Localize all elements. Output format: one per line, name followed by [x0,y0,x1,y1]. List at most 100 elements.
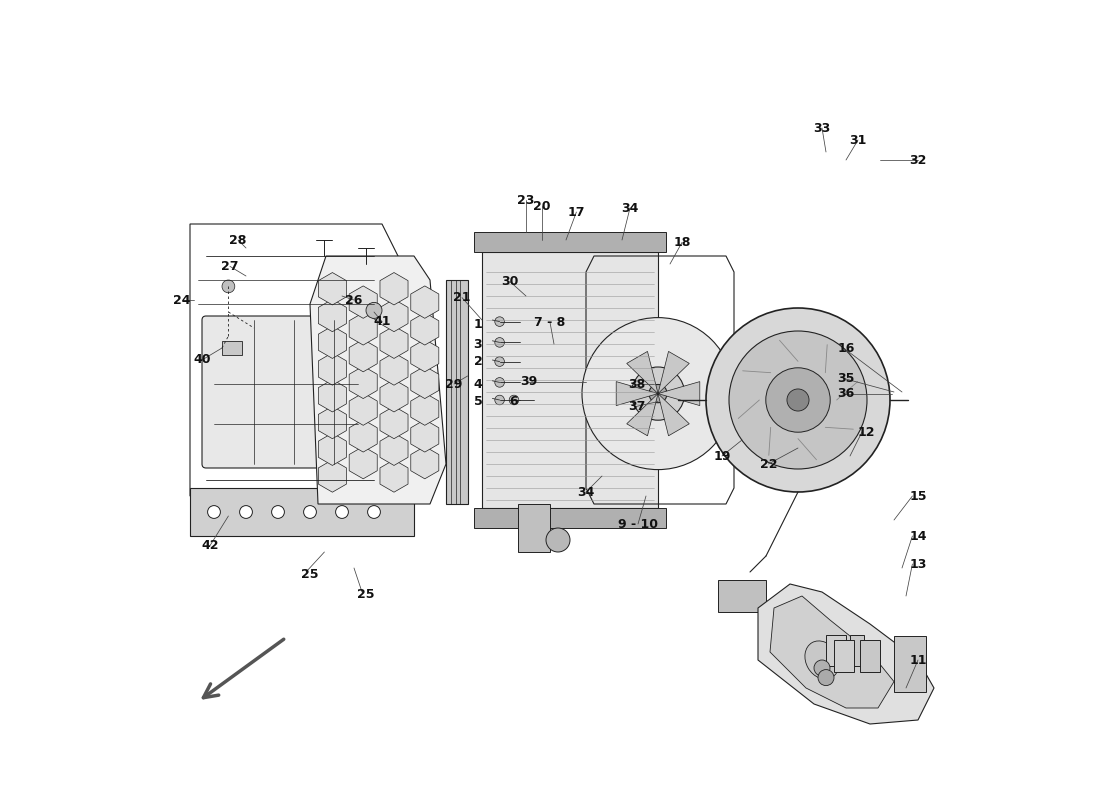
Text: 1: 1 [474,318,483,330]
Text: 33: 33 [813,122,830,134]
Text: 40: 40 [194,354,211,366]
Polygon shape [349,286,377,318]
Circle shape [495,317,505,326]
Text: 34: 34 [578,486,595,498]
Text: 3: 3 [474,338,482,350]
Polygon shape [616,382,658,406]
Text: 41: 41 [373,315,390,328]
Text: 35: 35 [837,372,855,385]
Text: 29: 29 [446,378,463,390]
Text: 14: 14 [910,530,926,542]
Polygon shape [658,382,700,406]
Text: 21: 21 [453,291,471,304]
Circle shape [729,331,867,469]
Polygon shape [379,326,408,358]
FancyBboxPatch shape [482,252,658,508]
Circle shape [208,506,220,518]
Circle shape [272,506,285,518]
Text: 39: 39 [520,375,537,388]
Polygon shape [410,446,439,479]
Text: 11: 11 [910,654,926,666]
Polygon shape [410,313,439,345]
Polygon shape [349,313,377,345]
Polygon shape [349,393,377,426]
Text: 4: 4 [474,378,483,390]
Polygon shape [318,326,346,358]
Text: 26: 26 [345,294,363,306]
Text: 23: 23 [517,194,535,206]
Circle shape [786,389,808,411]
Text: 31: 31 [849,134,867,146]
Polygon shape [379,273,408,305]
Text: 37: 37 [628,400,645,413]
Text: 27: 27 [221,260,239,273]
Text: 6: 6 [509,395,518,408]
Circle shape [240,506,252,518]
Text: 22: 22 [760,458,777,470]
Polygon shape [318,273,346,305]
Text: 38: 38 [628,378,645,390]
Circle shape [509,395,519,405]
Polygon shape [379,406,408,438]
Bar [834,640,854,672]
Polygon shape [318,433,346,466]
Polygon shape [658,394,690,436]
Bar [474,232,666,252]
Text: 15: 15 [910,490,926,502]
Circle shape [367,506,381,518]
Polygon shape [318,299,346,332]
Polygon shape [379,379,408,412]
Bar [518,504,550,552]
Polygon shape [410,420,439,452]
Polygon shape [349,366,377,398]
Circle shape [304,506,317,518]
Circle shape [222,280,234,293]
Circle shape [818,670,834,686]
Text: 18: 18 [673,236,691,249]
Polygon shape [379,353,408,385]
Polygon shape [349,446,377,479]
Polygon shape [627,351,658,394]
Circle shape [495,395,505,405]
Text: 19: 19 [713,450,730,462]
Bar [718,580,766,612]
Polygon shape [318,460,346,492]
Circle shape [495,378,505,387]
Text: 16: 16 [837,342,855,354]
Bar [446,280,469,504]
Polygon shape [349,420,377,452]
Text: 20: 20 [534,200,551,213]
Text: 2: 2 [474,355,483,368]
Bar [860,640,880,672]
Polygon shape [770,596,894,708]
Polygon shape [658,351,690,394]
Polygon shape [310,256,446,504]
Bar [222,341,242,355]
Polygon shape [318,353,346,385]
Ellipse shape [805,641,839,679]
Circle shape [366,302,382,318]
Text: 34: 34 [621,202,639,214]
Text: 30: 30 [502,275,519,288]
Circle shape [766,368,830,432]
Circle shape [336,506,349,518]
Circle shape [546,528,570,552]
Circle shape [814,660,830,676]
Polygon shape [318,379,346,412]
Polygon shape [410,393,439,426]
Polygon shape [379,433,408,466]
Bar [826,635,846,666]
Text: 28: 28 [229,234,246,246]
Polygon shape [379,460,408,492]
Circle shape [631,367,684,420]
Text: 17: 17 [568,206,585,218]
Text: 13: 13 [910,558,926,570]
Circle shape [706,308,890,492]
Circle shape [495,357,505,366]
Bar [894,636,926,692]
Bar [190,488,414,536]
Text: 42: 42 [201,539,219,552]
Polygon shape [410,339,439,372]
Polygon shape [410,366,439,398]
Polygon shape [410,286,439,318]
